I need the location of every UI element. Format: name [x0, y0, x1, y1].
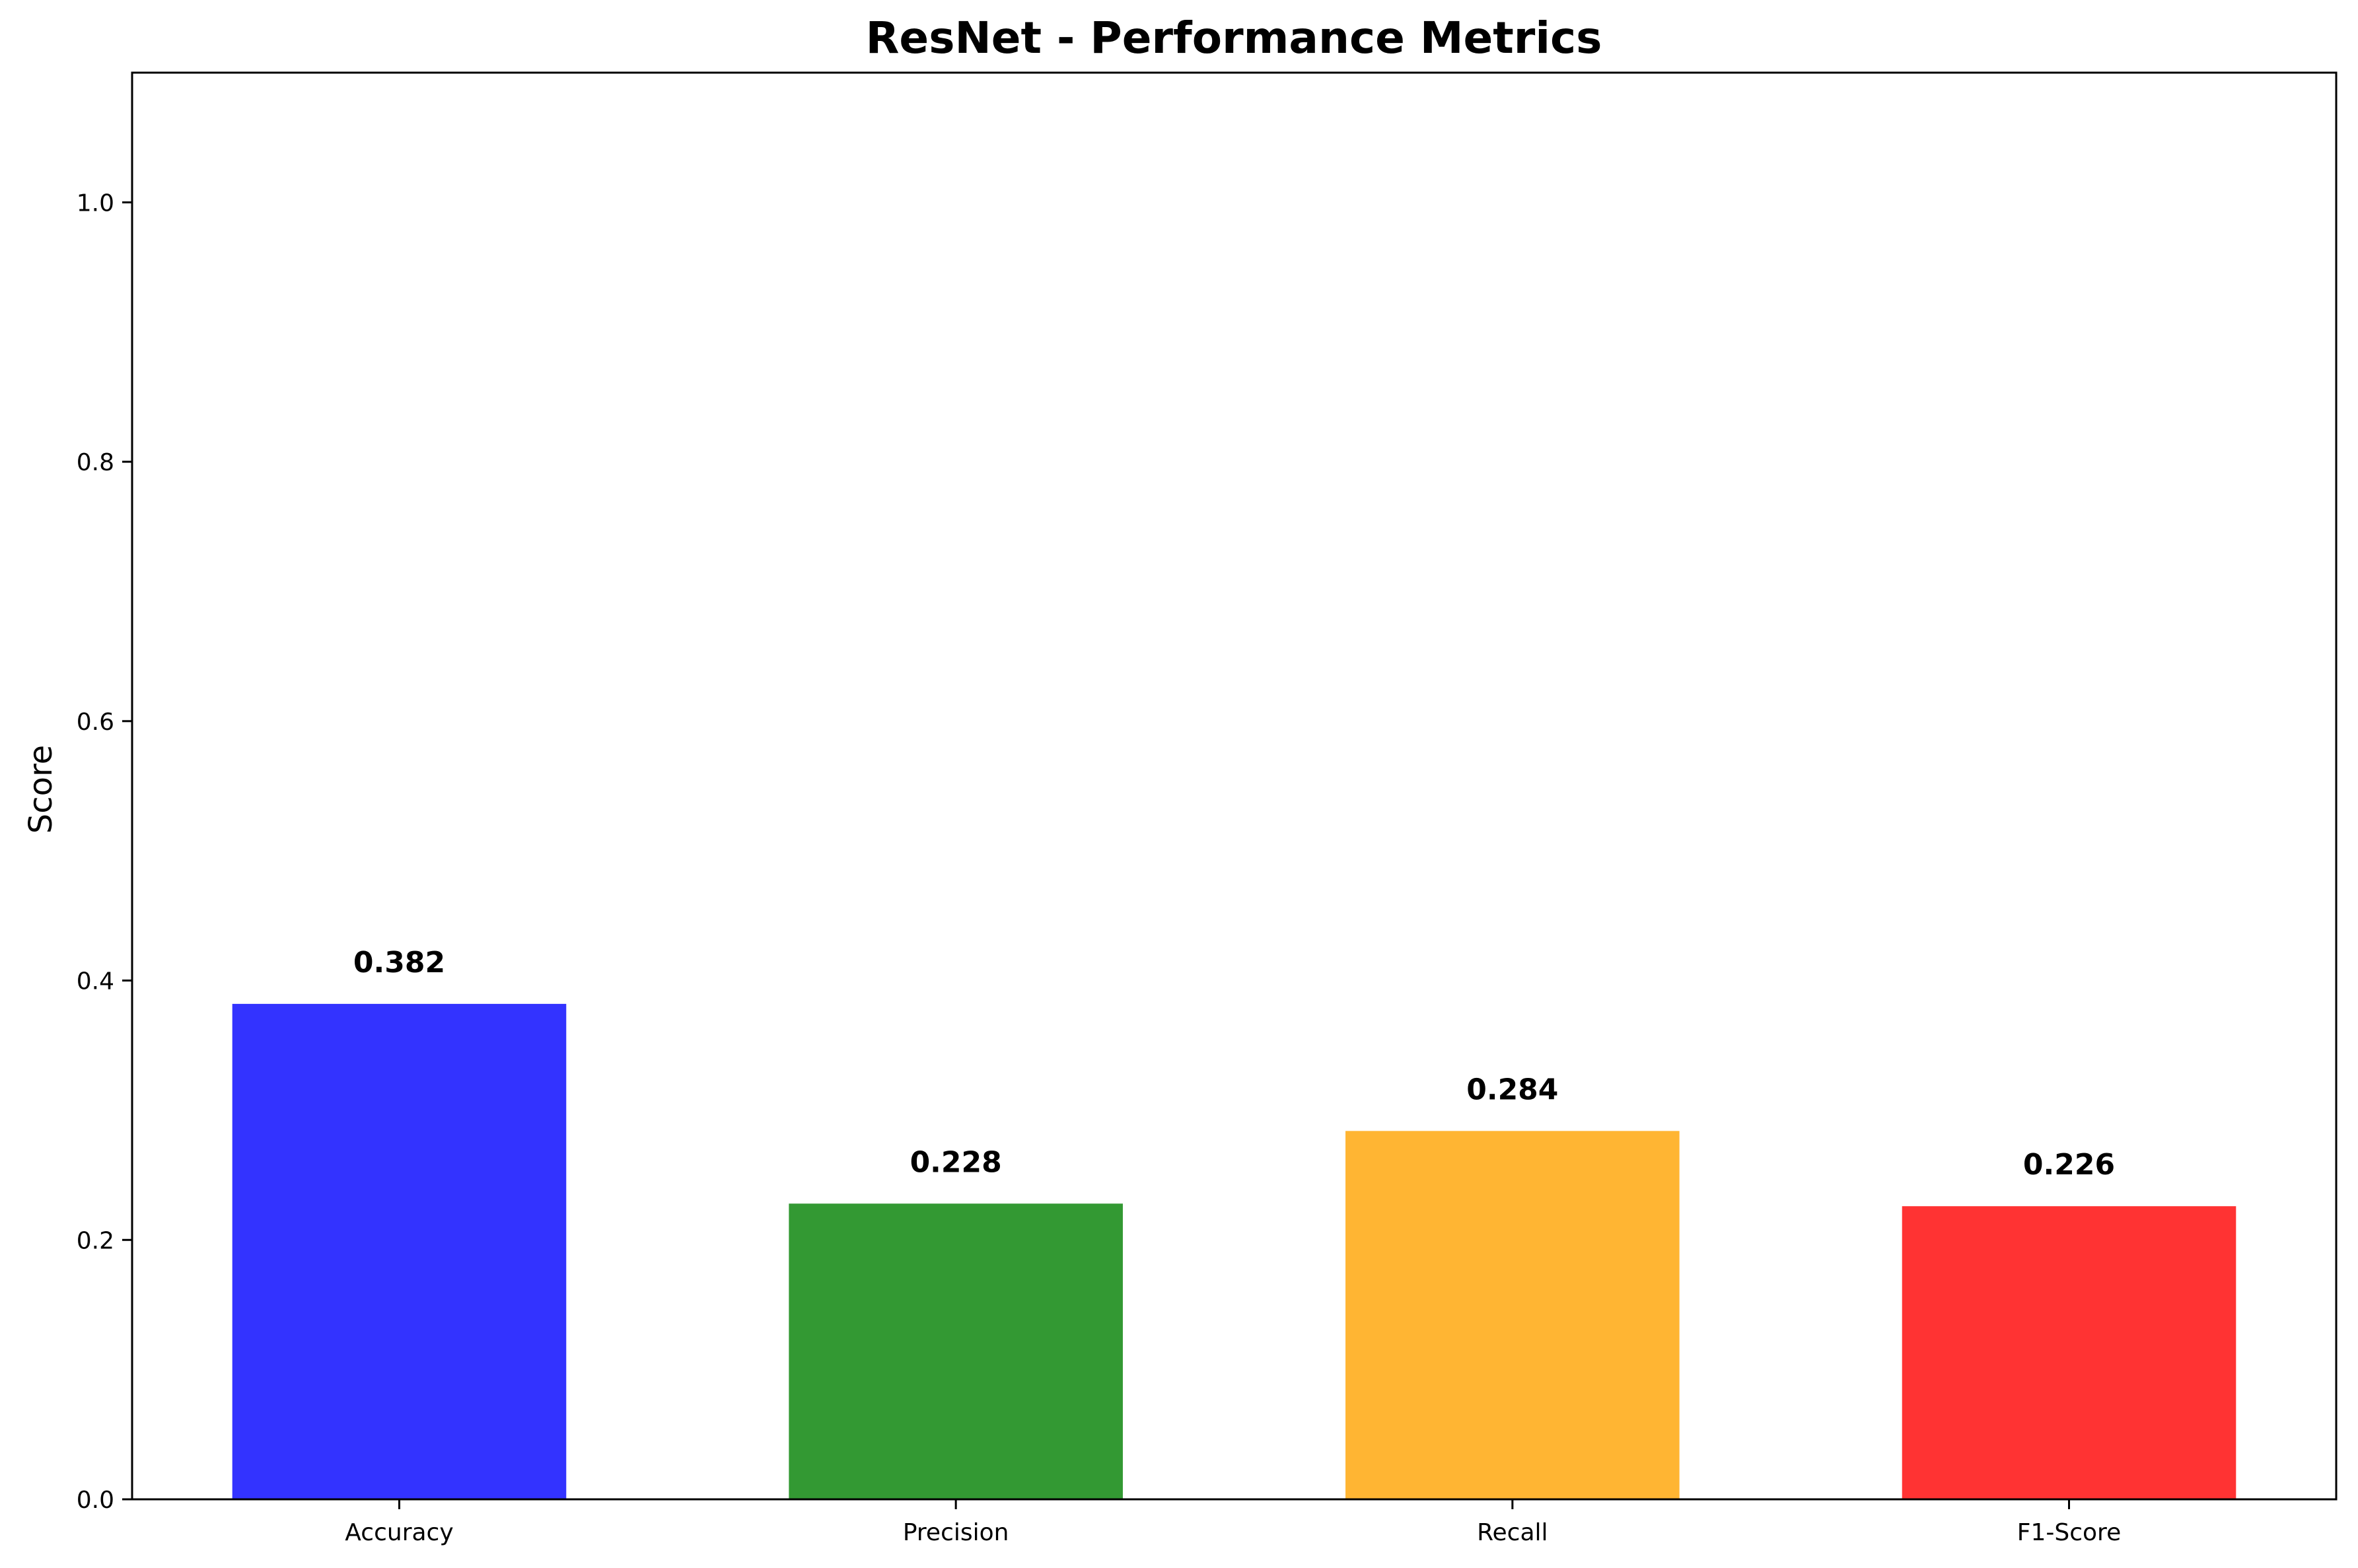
chart-title: ResNet - Performance Metrics [866, 13, 1602, 63]
value-label-recall: 0.284 [1466, 1073, 1558, 1106]
value-label-accuracy: 0.382 [353, 946, 445, 980]
bar-precision [789, 1203, 1123, 1499]
bar-f1-score [1902, 1206, 2236, 1499]
y-tick-label-0-2: 0.2 [77, 1227, 114, 1254]
y-axis-ticks: 0.0 0.2 0.4 0.6 0.8 1.0 [77, 190, 132, 1514]
value-label-f1-score: 0.226 [2023, 1148, 2115, 1182]
bars-layer [232, 1003, 2236, 1499]
x-tick-label-precision: Precision [903, 1519, 1009, 1546]
x-axis-ticks: Accuracy Precision Recall F1-Score [345, 1499, 2121, 1546]
bar-recall [1345, 1131, 1680, 1499]
x-tick-label-f1-score: F1-Score [2017, 1519, 2121, 1546]
y-tick-label-0-6: 0.6 [77, 709, 114, 736]
x-tick-label-accuracy: Accuracy [345, 1519, 453, 1546]
y-tick-label-0-8: 0.8 [77, 449, 114, 476]
x-tick-label-recall: Recall [1477, 1519, 1548, 1546]
y-tick-label-0-4: 0.4 [77, 968, 114, 995]
plot-area-frame [131, 71, 2338, 1501]
value-labels-layer: 0.382 0.228 0.284 0.226 [353, 946, 2115, 1182]
bar-accuracy [232, 1003, 567, 1499]
y-axis-label: Score [22, 745, 59, 834]
y-tick-label-0-0: 0.0 [77, 1487, 114, 1514]
value-label-precision: 0.228 [910, 1145, 1002, 1179]
y-tick-label-1-0: 1.0 [77, 190, 114, 217]
